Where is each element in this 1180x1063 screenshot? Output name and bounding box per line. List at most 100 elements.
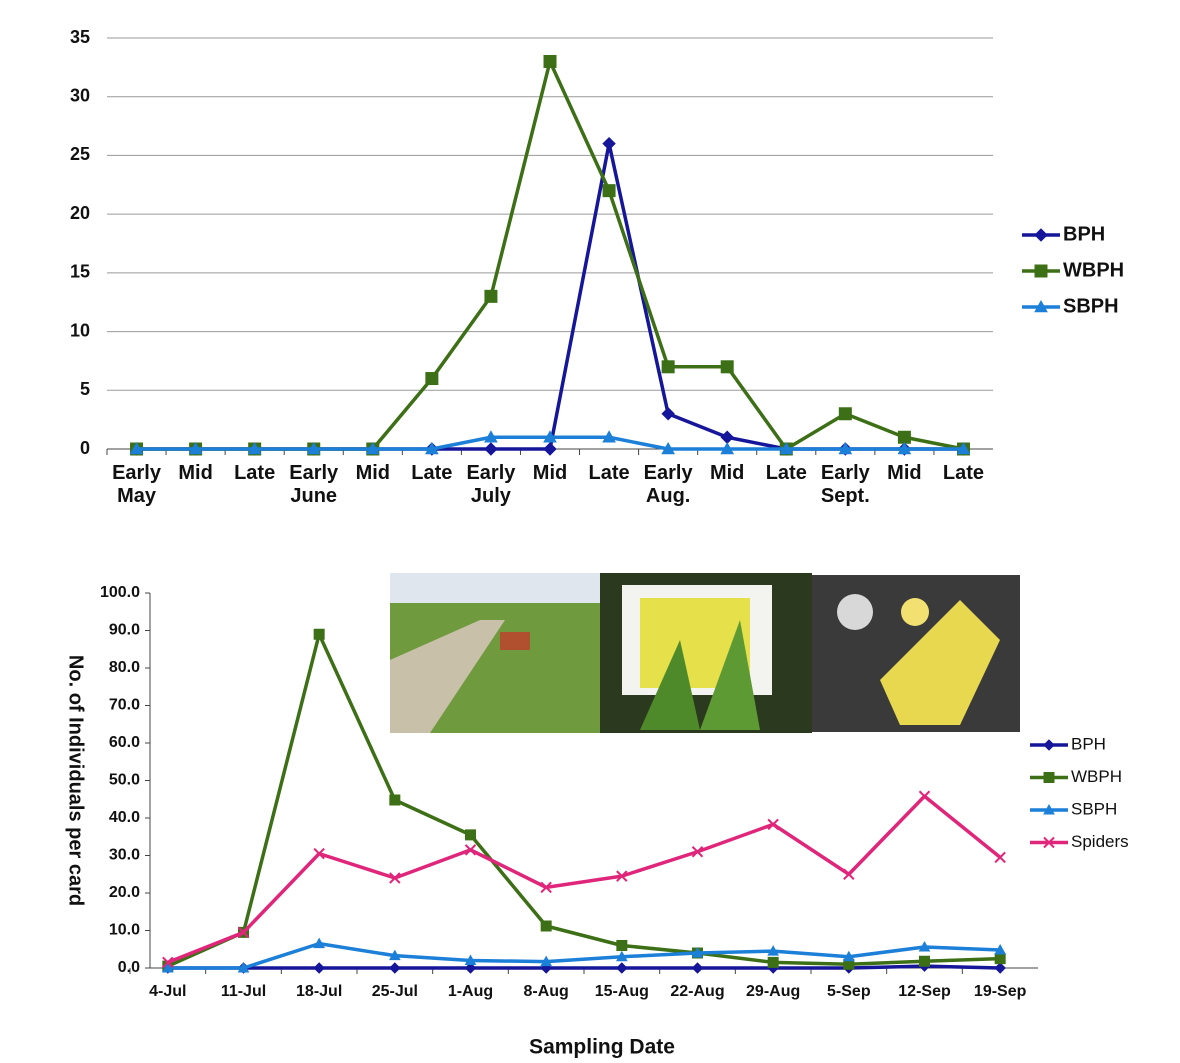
legend-marker — [1043, 739, 1055, 751]
marker — [767, 945, 780, 956]
marker — [779, 441, 794, 455]
x-tick-label: Early Sept. — [820, 462, 870, 507]
x-tick-label: Mid — [355, 462, 391, 484]
x-tick-label: Early July — [466, 462, 516, 507]
marker — [918, 790, 931, 802]
x-tick-label: Mid — [178, 462, 213, 484]
marker — [615, 950, 628, 962]
y-tick-label: 15 — [70, 262, 90, 282]
marker — [389, 794, 401, 806]
x-tick-label: Early May — [112, 462, 161, 507]
x-tick-label: 22-Aug — [670, 983, 725, 1000]
marker — [691, 946, 704, 958]
photo-card — [880, 600, 1000, 725]
marker — [616, 940, 628, 951]
series-line — [136, 59, 964, 451]
marker — [540, 955, 553, 967]
marker — [306, 441, 321, 455]
y-tick-label: 60.0 — [109, 734, 140, 751]
y-tick-label: 50.0 — [109, 772, 140, 789]
legend-label: SBPH — [1071, 799, 1117, 818]
marker — [543, 54, 557, 68]
legend-label: SBPH — [1063, 295, 1119, 317]
series-line — [167, 794, 1002, 965]
y-tick-label: 35 — [70, 27, 90, 47]
y-tick-label: 10.0 — [109, 922, 140, 939]
photo-plant — [640, 640, 700, 730]
x-tick-label: Mid — [532, 462, 568, 484]
marker — [842, 950, 855, 962]
marker — [484, 442, 498, 456]
marker — [425, 372, 439, 386]
marker — [543, 430, 557, 443]
x-tick-label: Late — [588, 462, 630, 484]
y-axis-title: No. of Individuals per card — [65, 655, 87, 906]
marker — [602, 184, 616, 198]
marker — [389, 872, 401, 884]
marker — [484, 430, 498, 443]
marker — [956, 441, 971, 455]
marker — [691, 962, 704, 974]
photo-path — [390, 620, 505, 733]
x-tick-label: Late — [411, 462, 453, 484]
series-line — [167, 632, 1001, 968]
x-tick-label: 19-Sep — [973, 983, 1027, 1000]
marker — [602, 136, 616, 151]
marker — [313, 962, 325, 974]
marker — [838, 441, 853, 455]
x-tick-label: Mid — [709, 462, 745, 484]
photo-lens — [837, 594, 873, 630]
y-tick-label: 20 — [70, 203, 90, 223]
x-tick-label: Late — [234, 462, 276, 484]
x-tick-label: 5-Sep — [827, 983, 871, 1000]
marker — [237, 961, 250, 973]
marker — [994, 943, 1007, 955]
marker — [465, 829, 476, 841]
legend-label: WBPH — [1071, 767, 1122, 786]
marker — [389, 962, 401, 974]
legend-label: BPH — [1063, 223, 1105, 245]
x-axis-title: Sampling Date — [529, 1036, 675, 1059]
marker — [313, 847, 325, 860]
x-tick-label: 12-Sep — [898, 983, 951, 1000]
y-tick-label: 100.0 — [100, 584, 140, 601]
marker — [464, 954, 477, 965]
x-tick-label: 1-Aug — [447, 983, 494, 1000]
marker — [767, 956, 779, 968]
legend-marker — [1034, 228, 1048, 242]
marker — [365, 441, 380, 455]
marker — [162, 956, 174, 969]
marker — [661, 360, 675, 374]
photo-light — [901, 598, 929, 626]
marker — [540, 920, 552, 932]
marker — [484, 289, 498, 303]
legend-marker — [1034, 299, 1048, 313]
marker — [616, 962, 628, 974]
marker — [720, 430, 734, 444]
y-tick-label: 70.0 — [109, 697, 140, 714]
y-tick-label: 40.0 — [109, 809, 140, 826]
marker — [188, 441, 203, 455]
marker — [661, 441, 675, 455]
x-tick-label: Mid — [887, 462, 922, 484]
y-tick-label: 90.0 — [109, 622, 140, 639]
y-tick-label: 10 — [70, 320, 90, 340]
marker — [919, 955, 930, 967]
photo-sky — [390, 573, 600, 603]
series-line — [136, 141, 964, 451]
x-tick-label: Late — [942, 462, 985, 484]
marker — [897, 441, 912, 455]
marker — [994, 953, 1006, 965]
marker — [994, 851, 1006, 864]
marker — [237, 926, 250, 939]
marker — [843, 868, 855, 880]
y-tick-label: 25 — [70, 144, 90, 164]
x-tick-label: 8-Aug — [523, 983, 569, 1000]
x-tick-label: Early Aug. — [643, 462, 693, 507]
marker — [425, 441, 439, 455]
marker — [994, 962, 1006, 974]
x-tick-label: 4-Jul — [149, 983, 187, 1000]
legend-marker — [1043, 836, 1055, 849]
